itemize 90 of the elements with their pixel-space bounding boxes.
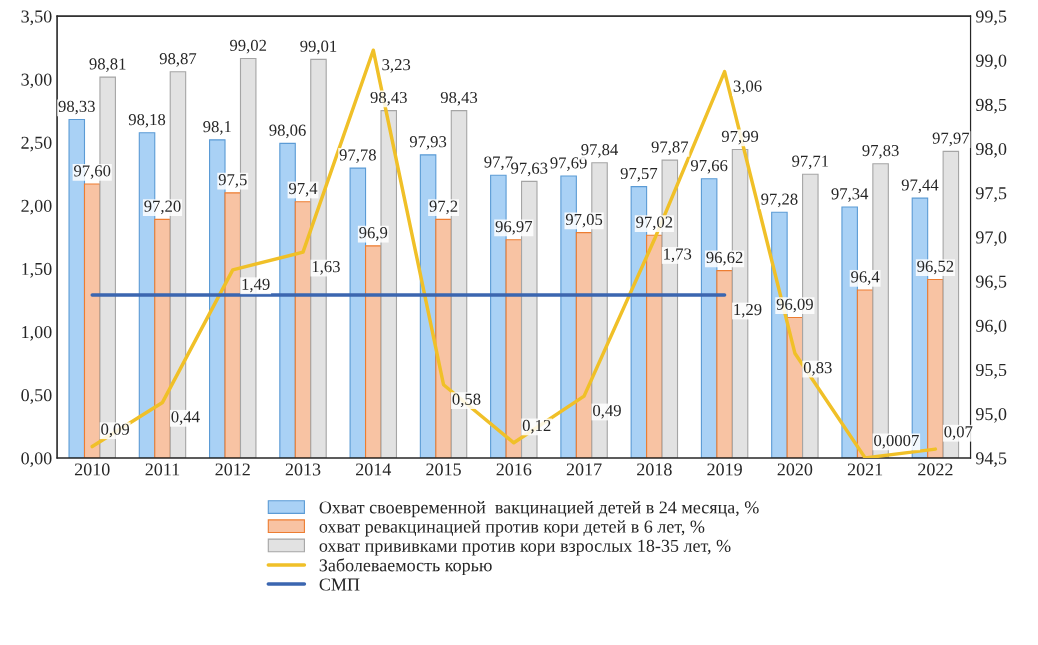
legend-label: охват ревакцинацией против кори детей в 6 лет, % bbox=[319, 520, 705, 537]
data-label: 97,87 bbox=[651, 141, 689, 156]
y-tick-label: 3,50 bbox=[21, 10, 52, 26]
x-tick-label: 2021 bbox=[847, 463, 883, 476]
data-label: 0,83 bbox=[803, 361, 832, 376]
y-tick-label: 2,00 bbox=[21, 199, 52, 215]
data-label: 98,33 bbox=[58, 100, 95, 115]
data-label: 0,58 bbox=[452, 393, 481, 408]
x-tick-label: 2019 bbox=[707, 463, 742, 476]
data-label: 3,06 bbox=[733, 80, 762, 95]
data-label: 97,44 bbox=[901, 179, 939, 193]
data-label: 97,84 bbox=[581, 144, 619, 158]
data-label: 97,02 bbox=[636, 216, 673, 231]
legend-label: Охват своевременной вакцинацией детей в 24 месяца, % bbox=[319, 500, 759, 518]
x-tick-label: 2014 bbox=[356, 463, 392, 476]
data-label: 0,44 bbox=[171, 411, 200, 425]
data-label: 97,71 bbox=[792, 155, 829, 170]
y-tick-label: 3,00 bbox=[21, 73, 52, 89]
data-label: 98,43 bbox=[370, 91, 407, 106]
y-tick-label: 0,50 bbox=[21, 389, 52, 404]
data-label: 0,07 bbox=[944, 426, 973, 440]
data-label: 98,18 bbox=[128, 113, 166, 128]
y2-tick-label: 99,0 bbox=[975, 54, 1007, 70]
data-label: 0,09 bbox=[101, 423, 130, 438]
x-tick-label: 2010 bbox=[74, 463, 110, 476]
data-label: 96,97 bbox=[495, 220, 533, 235]
data-label: 97,69 bbox=[550, 157, 587, 171]
data-label: 97,63 bbox=[511, 162, 548, 177]
data-label: 97,93 bbox=[409, 136, 447, 150]
data-label: 97,57 bbox=[620, 167, 658, 182]
data-label: 97,20 bbox=[144, 200, 181, 215]
data-label: 96,9 bbox=[359, 227, 388, 241]
x-tick-label: 2011 bbox=[145, 463, 180, 476]
data-label: 96,62 bbox=[706, 251, 743, 266]
data-label: 3,23 bbox=[382, 59, 411, 73]
x-tick-label: 2018 bbox=[637, 463, 672, 476]
data-label: 96,09 bbox=[776, 298, 813, 313]
data-label: 97,78 bbox=[339, 149, 376, 163]
data-label: 97,99 bbox=[721, 130, 759, 145]
data-label: 97,34 bbox=[831, 188, 869, 202]
y2-tick-label: 96,5 bbox=[975, 275, 1007, 291]
x-tick-label: 2017 bbox=[566, 463, 602, 476]
data-label: 98,87 bbox=[159, 53, 197, 67]
data-label: 1,29 bbox=[734, 303, 762, 318]
data-label: 98,43 bbox=[440, 91, 478, 106]
legend-label: СМП bbox=[319, 578, 360, 591]
x-tick-label: 2013 bbox=[285, 463, 321, 476]
y2-tick-label: 98,5 bbox=[975, 98, 1007, 114]
y-tick-label: 1,00 bbox=[22, 325, 52, 341]
data-label: 97,2 bbox=[429, 200, 458, 215]
y-tick-label: 0,00 bbox=[21, 452, 52, 467]
legend-label: Заболеваемость корью bbox=[319, 558, 492, 576]
x-tick-label: 2022 bbox=[918, 463, 953, 476]
data-label: 97,28 bbox=[761, 193, 798, 208]
data-label: 97,66 bbox=[690, 159, 728, 174]
data-label: 0,49 bbox=[593, 404, 621, 419]
data-label: 0,0007 bbox=[874, 434, 919, 449]
data-label: 98,06 bbox=[269, 124, 306, 139]
y2-tick-label: 95,0 bbox=[975, 408, 1007, 423]
y2-tick-label: 96,0 bbox=[975, 319, 1007, 335]
data-label: 0,12 bbox=[522, 419, 551, 434]
data-label: 97,60 bbox=[74, 165, 111, 179]
x-tick-label: 2020 bbox=[777, 463, 813, 476]
data-label: 1,73 bbox=[664, 248, 692, 263]
y2-tick-label: 97,5 bbox=[975, 187, 1007, 202]
data-label: 98,81 bbox=[89, 58, 126, 72]
y2-tick-label: 95,5 bbox=[975, 363, 1007, 379]
y2-tick-label: 99,5 bbox=[975, 10, 1007, 26]
x-tick-label: 2016 bbox=[496, 463, 532, 476]
data-label: 96,4 bbox=[851, 271, 880, 285]
data-label: 97,4 bbox=[288, 182, 318, 197]
x-tick-label: 2015 bbox=[426, 463, 461, 476]
data-label: 97,7 bbox=[484, 156, 513, 171]
y-tick-label: 2,50 bbox=[21, 136, 52, 152]
data-label: 97,97 bbox=[932, 132, 970, 147]
data-label: 99,02 bbox=[230, 39, 267, 54]
data-label: 99,01 bbox=[300, 40, 337, 55]
y2-tick-label: 97,0 bbox=[975, 231, 1007, 247]
legend-label: охват прививками против кори взрослых 18-35 лет, % bbox=[319, 539, 731, 556]
data-label: 98,1 bbox=[203, 121, 231, 135]
data-label: 1,63 bbox=[312, 261, 340, 275]
x-tick-label: 2012 bbox=[215, 463, 250, 476]
data-label: 97,83 bbox=[862, 144, 899, 159]
data-label: 96,52 bbox=[917, 260, 954, 275]
data-label: 97,5 bbox=[218, 174, 247, 188]
data-label: 97,05 bbox=[565, 213, 603, 228]
y2-tick-label: 94,5 bbox=[975, 452, 1007, 467]
data-label: 1,49 bbox=[242, 278, 270, 293]
y-tick-label: 1,50 bbox=[22, 262, 52, 278]
y2-tick-label: 98,0 bbox=[975, 142, 1007, 158]
